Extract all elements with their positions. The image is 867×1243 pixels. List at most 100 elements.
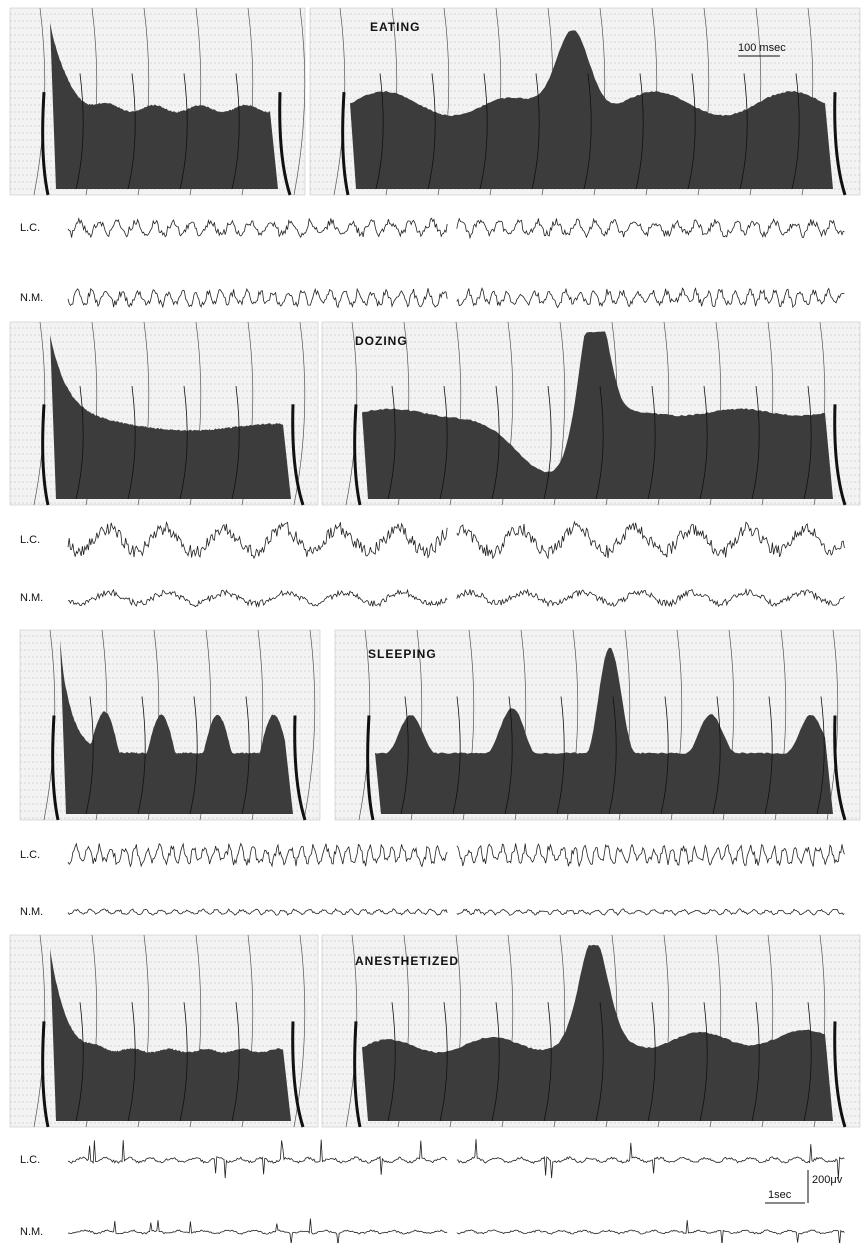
spectrum-fill [50,334,291,499]
fill-arc [608,696,617,815]
edge-bar [41,1021,50,1128]
fill-arc [427,73,436,190]
spectrogram [19,629,321,821]
fill-arc [543,386,552,500]
trace-label: N.M. [20,592,43,604]
edge-bar [833,92,847,196]
fill-arc [189,696,198,815]
fill-arc [439,1002,448,1122]
fill-arc [595,386,604,500]
fill-arc [241,696,250,815]
fill-arc [751,386,760,500]
fill-arc [647,386,656,500]
spectrogram [321,934,861,1128]
fill-arc [85,696,94,815]
eeg-trace [67,520,845,560]
trace-label: N.M. [20,292,43,304]
fill-arc [531,73,540,190]
fill-arc [231,1002,240,1122]
fill-arc [137,696,146,815]
fill-arc [647,1002,656,1122]
spectrogram [309,7,861,196]
fill-arc [179,386,188,500]
fill-arc [543,1002,552,1122]
spectrogram [334,629,861,821]
state-label: DOZING [355,334,408,348]
edge-bar [41,404,50,506]
eeg-trace [67,587,845,608]
fill-arc [479,73,488,190]
fill-arc [739,73,748,190]
fill-arc [816,696,825,815]
spectrogram [9,7,306,196]
paper-arc [303,629,316,821]
fill-arc [699,386,708,500]
eeg-trace [67,842,845,868]
fill-arc [75,73,84,190]
fill-arc [127,1002,136,1122]
fill-arc [439,386,448,500]
trace-label: N.M. [20,1226,43,1238]
spectrogram [321,321,861,506]
spectrum-fill [375,647,833,814]
edge-bar [291,404,305,506]
fill-arc [504,696,513,815]
fill-arc [491,386,500,500]
eeg-trace [67,287,845,309]
scale-label: 100 msec [738,42,786,54]
fill-arc [179,73,188,190]
fill-arc [179,1002,188,1122]
fill-arc [75,1002,84,1122]
fill-arc [687,73,696,190]
spectrogram [9,321,319,506]
edge-bar [833,404,847,506]
edge-bar [353,404,362,506]
spectrogram [9,934,319,1128]
fill-arc [231,386,240,500]
edge-bar [833,715,847,821]
fill-arc [491,1002,500,1122]
state-label: ANESTHETIZED [355,954,459,968]
trace-label: L.C. [20,222,40,234]
fill-arc [751,1002,760,1122]
fill-arc [452,696,461,815]
trace-label: L.C. [20,534,40,546]
state-label: SLEEPING [368,647,437,661]
fill-arc [635,73,644,190]
eeg-trace [67,1218,845,1243]
spectrum-fill [362,331,833,499]
edge-bar [341,92,350,196]
fill-arc [803,1002,812,1122]
fill-arc [375,73,384,190]
scale-label: 200μv [812,1174,843,1186]
fill-arc [231,73,240,190]
eeg-trace [67,217,845,240]
fill-arc [556,696,565,815]
trace-label: L.C. [20,849,40,861]
fill-arc [764,696,773,815]
fill-arc [712,696,721,815]
spectrum-fill [362,944,833,1121]
edge-bar [833,1021,847,1128]
edge-bar [353,1021,362,1128]
spectrum-fill [50,948,291,1121]
fill-arc [127,73,136,190]
edge-bar [278,92,292,196]
trace-label: N.M. [20,906,43,918]
fill-arc [75,386,84,500]
edge-bar [51,715,60,821]
fill-arc [400,696,409,815]
fill-arc [583,73,592,190]
spectrum-fill [350,30,833,190]
fill-arc [791,73,800,190]
trace-label: L.C. [20,1154,40,1166]
spectrum-fill [50,22,278,190]
fill-arc [387,1002,396,1122]
fill-arc [595,1002,604,1122]
eeg-trace [67,908,845,916]
fill-arc [803,386,812,500]
spectrum-fill [60,639,293,814]
fill-arc [127,386,136,500]
